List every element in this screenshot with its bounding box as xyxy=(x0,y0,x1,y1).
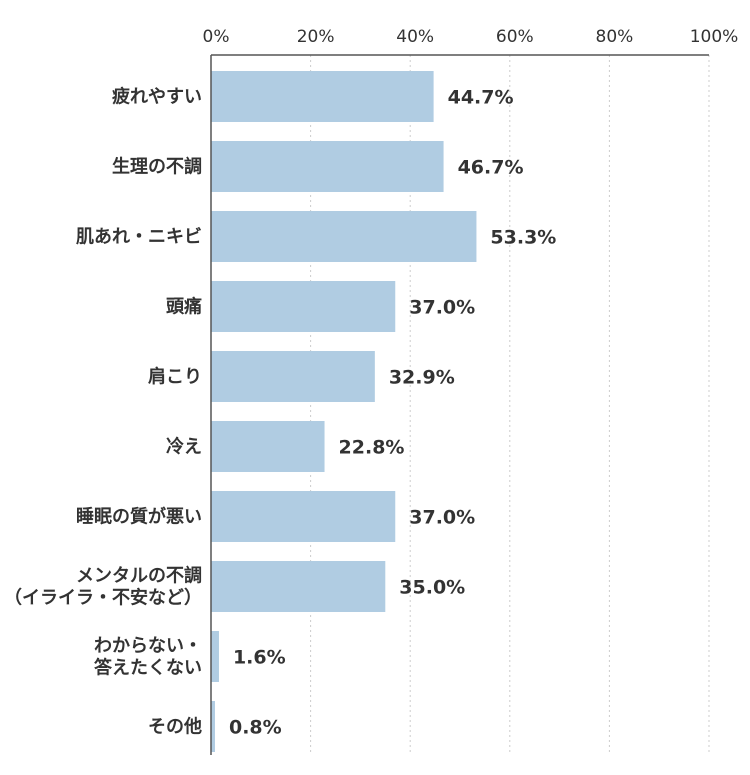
category-label: 答えたくない xyxy=(94,657,202,679)
bar xyxy=(211,421,325,472)
value-label: 46.7% xyxy=(458,157,524,179)
bar xyxy=(211,631,219,682)
value-labels: 44.7% 46.7% 53.3% 37.0% 32.9% 22.8% 37.0% 35.0%… xyxy=(229,87,556,739)
category-label: 肌あれ・ニキビ xyxy=(76,227,202,248)
bar xyxy=(211,491,396,542)
tick-label: 40% xyxy=(396,27,434,47)
category-label: 肩こり xyxy=(148,366,202,388)
value-label: 37.0% xyxy=(409,507,475,529)
category-label: 疲れやすい xyxy=(112,86,202,108)
tick-label: 80% xyxy=(596,27,634,47)
bar xyxy=(211,351,375,402)
bar xyxy=(211,71,434,122)
category-label: 頭痛 xyxy=(166,296,202,318)
value-label: 1.6% xyxy=(233,647,286,669)
value-label: 0.8% xyxy=(229,717,282,739)
category-label: 生理の不調 xyxy=(112,156,202,178)
category-label: その他 xyxy=(148,716,202,738)
category-labels: 疲れやすい生理の不調肌あれ・ニキビ頭痛肩こり冷え睡眠の質が悪いメンタルの不調（イ… xyxy=(4,86,202,738)
tick-labels: 0% 20% 40% 60% 80% 100% xyxy=(203,27,739,47)
category-label: メンタルの不調 xyxy=(76,565,202,587)
value-label: 32.9% xyxy=(389,367,455,389)
category-label: 冷え xyxy=(166,436,202,458)
bar xyxy=(211,211,477,262)
category-label: （イライラ・不安など） xyxy=(4,587,202,609)
bar xyxy=(211,561,386,612)
tick-label: 60% xyxy=(496,27,534,47)
bar xyxy=(211,141,444,192)
category-label: わからない・ xyxy=(94,636,202,657)
category-label: 睡眠の質が悪い xyxy=(76,506,202,528)
bars xyxy=(211,71,477,752)
value-label: 35.0% xyxy=(399,577,465,599)
tick-label: 100% xyxy=(690,27,739,47)
axes xyxy=(210,54,709,755)
bar xyxy=(211,701,215,752)
bar xyxy=(211,281,396,332)
value-label: 44.7% xyxy=(448,87,514,109)
tick-label: 20% xyxy=(297,27,335,47)
value-label: 53.3% xyxy=(490,227,556,249)
value-label: 22.8% xyxy=(339,437,405,459)
value-label: 37.0% xyxy=(409,297,475,319)
tick-label: 0% xyxy=(203,27,230,47)
